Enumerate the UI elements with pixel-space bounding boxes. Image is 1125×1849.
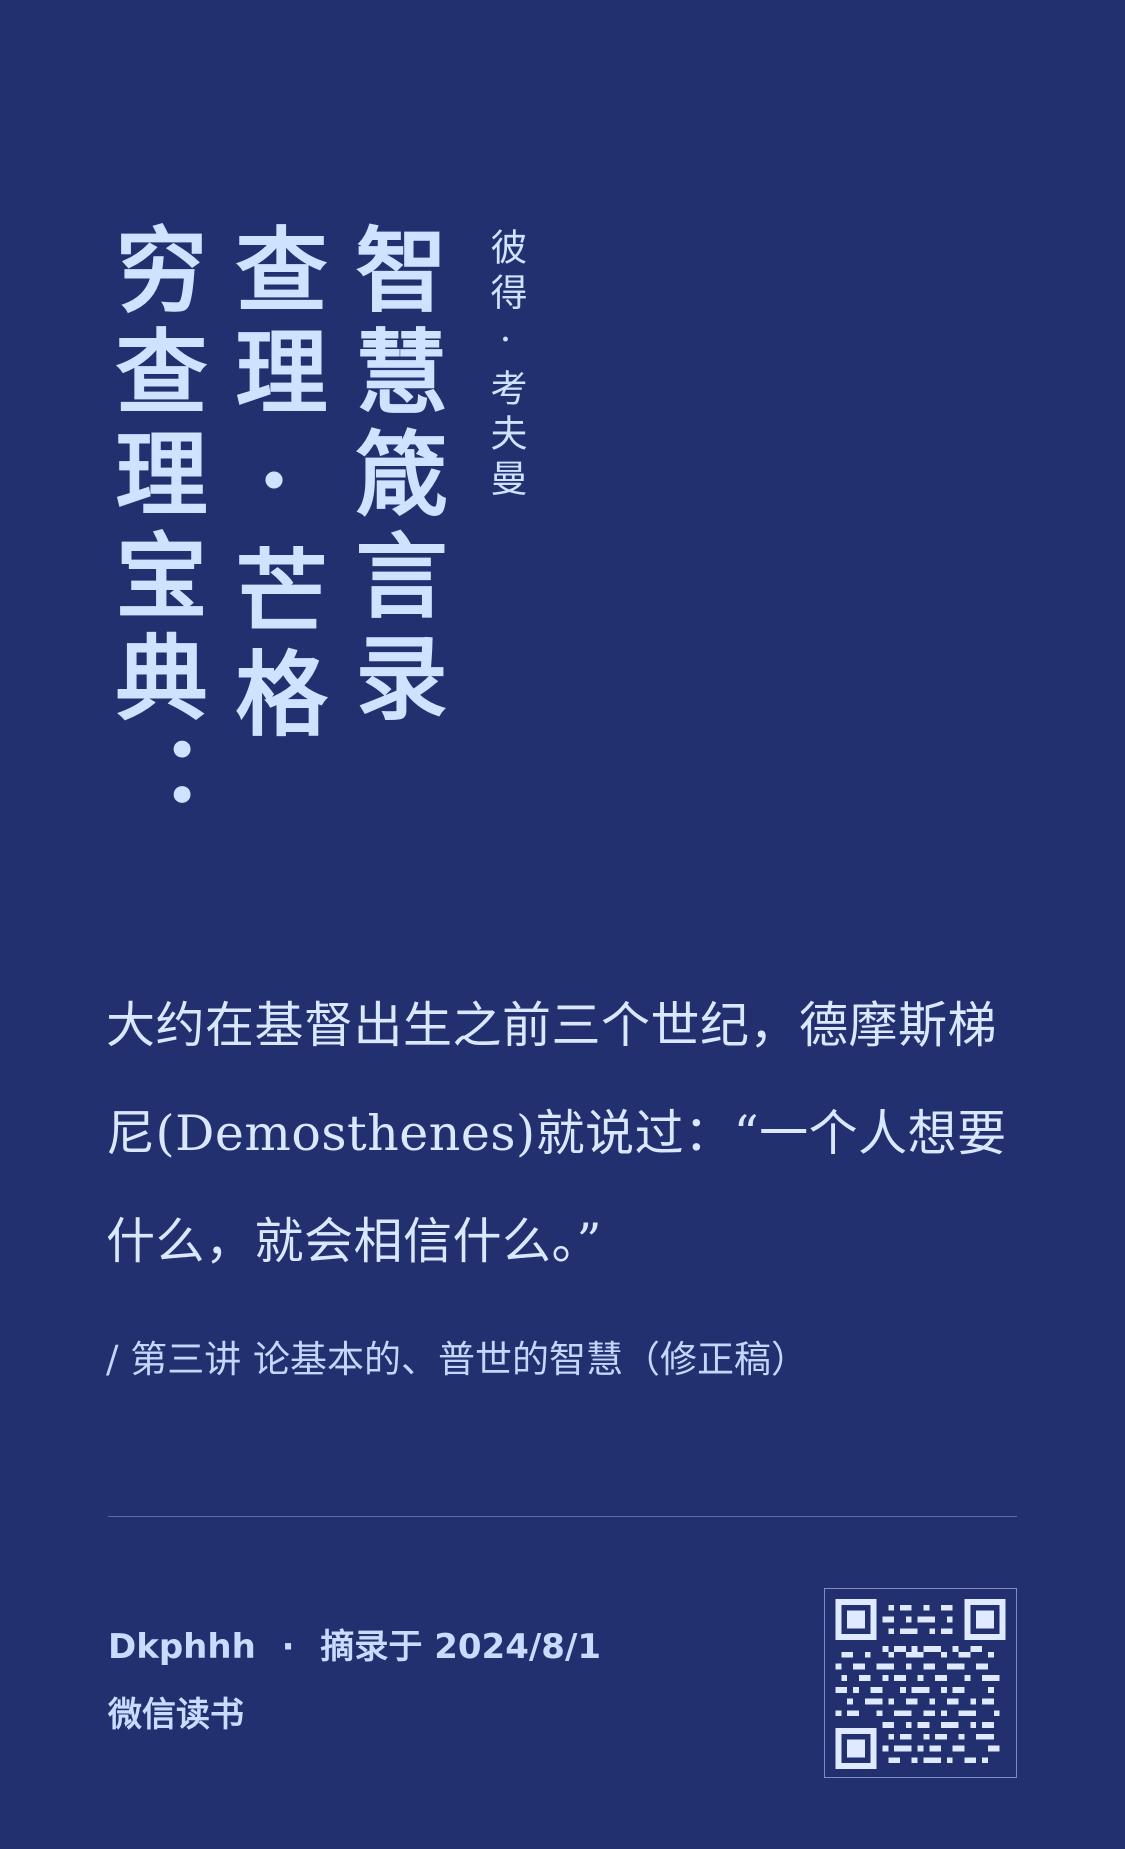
qr-code-icon	[835, 1599, 1006, 1769]
book-author: 彼得·考夫曼	[484, 228, 527, 504]
excerpt-date: 摘录于 2024/8/1	[320, 1627, 602, 1667]
separator-dot: ·	[281, 1627, 295, 1667]
quote-source: / 第三讲 论基本的、普世的智慧（修正稿）	[106, 1338, 808, 1381]
username: Dkphhh	[108, 1627, 256, 1667]
divider	[108, 1516, 1017, 1517]
app-name: 微信读书	[108, 1695, 244, 1735]
quote-text: 大约在基督出生之前三个世纪，德摩斯梯尼(Demosthenes)就说过：“一个人…	[106, 997, 1007, 1270]
book-title-line-3: 穷查理宝典：	[100, 222, 208, 834]
book-title-line-2: 查理·芒格	[220, 222, 328, 748]
footer-meta: Dkphhh · 摘录于 2024/8/1 微信读书	[108, 1624, 601, 1738]
book-title-line-1: 智慧箴言录	[340, 222, 448, 732]
excerpt-info: Dkphhh · 摘录于 2024/8/1	[108, 1624, 601, 1670]
book-title: 智慧箴言录 查理·芒格 穷查理宝典：	[100, 222, 448, 834]
qr-code[interactable]	[824, 1588, 1017, 1778]
